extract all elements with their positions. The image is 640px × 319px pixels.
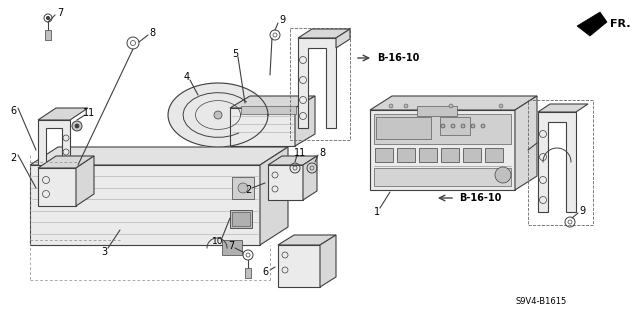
Polygon shape: [30, 147, 288, 165]
Circle shape: [75, 124, 79, 128]
Polygon shape: [538, 112, 576, 212]
Bar: [528, 100, 593, 225]
Text: 7: 7: [57, 8, 63, 18]
Circle shape: [461, 124, 465, 128]
Circle shape: [481, 124, 485, 128]
Bar: [45, 30, 51, 40]
Polygon shape: [230, 108, 295, 146]
Polygon shape: [577, 12, 607, 36]
Bar: [232, 177, 254, 199]
Circle shape: [72, 121, 82, 131]
Polygon shape: [298, 38, 336, 128]
Bar: [463, 148, 481, 162]
Bar: [241, 107, 296, 115]
Bar: [245, 268, 251, 278]
Circle shape: [471, 124, 475, 128]
Polygon shape: [38, 168, 76, 206]
Circle shape: [451, 124, 455, 128]
Bar: [230, 210, 252, 228]
Polygon shape: [222, 240, 242, 255]
Text: 11: 11: [83, 108, 95, 118]
Text: 7: 7: [228, 241, 234, 251]
Text: 5: 5: [232, 49, 238, 59]
Text: B-16-10: B-16-10: [377, 53, 419, 63]
Bar: [441, 148, 459, 162]
Polygon shape: [370, 96, 537, 110]
Circle shape: [404, 104, 408, 108]
Polygon shape: [278, 235, 336, 245]
Polygon shape: [336, 29, 350, 48]
Text: FR.: FR.: [610, 19, 630, 29]
Text: 11: 11: [294, 148, 306, 158]
Polygon shape: [38, 108, 88, 120]
Text: 1: 1: [374, 207, 380, 217]
Bar: [375, 148, 393, 162]
Circle shape: [449, 104, 453, 108]
Text: 10: 10: [212, 236, 224, 246]
Polygon shape: [260, 147, 288, 245]
Text: S9V4-B1615: S9V4-B1615: [515, 298, 566, 307]
Polygon shape: [268, 165, 303, 200]
Text: 3: 3: [101, 247, 107, 257]
Polygon shape: [298, 29, 350, 38]
Bar: [417, 106, 457, 116]
Text: 9: 9: [279, 15, 285, 25]
Bar: [232, 212, 250, 226]
Text: 6: 6: [262, 267, 268, 277]
Bar: [374, 114, 511, 144]
Polygon shape: [268, 156, 317, 165]
Polygon shape: [38, 120, 70, 165]
Bar: [440, 117, 470, 135]
Polygon shape: [30, 165, 260, 245]
Circle shape: [441, 124, 445, 128]
Bar: [376, 117, 431, 139]
Text: 4: 4: [184, 72, 190, 82]
Polygon shape: [168, 83, 268, 147]
Circle shape: [389, 104, 393, 108]
Text: B-16-10: B-16-10: [459, 193, 501, 203]
Bar: [290, 28, 350, 140]
Text: 2: 2: [10, 153, 16, 163]
Text: 8: 8: [149, 28, 155, 38]
Polygon shape: [303, 156, 317, 200]
Text: 2: 2: [245, 185, 251, 195]
Circle shape: [47, 17, 49, 19]
Circle shape: [238, 183, 248, 193]
Polygon shape: [370, 110, 515, 190]
Polygon shape: [515, 96, 537, 190]
Polygon shape: [76, 156, 94, 206]
Bar: [374, 168, 511, 186]
Text: 8: 8: [319, 148, 325, 158]
Text: 9: 9: [579, 206, 585, 216]
Polygon shape: [538, 104, 588, 112]
Bar: [397, 148, 415, 162]
Polygon shape: [295, 96, 315, 146]
Polygon shape: [38, 156, 94, 168]
Circle shape: [495, 167, 511, 183]
Circle shape: [214, 111, 222, 119]
Polygon shape: [278, 245, 320, 287]
Text: 6: 6: [10, 106, 16, 116]
Circle shape: [499, 104, 503, 108]
Bar: [419, 148, 437, 162]
Bar: [485, 148, 503, 162]
Polygon shape: [230, 96, 315, 108]
Polygon shape: [320, 235, 336, 287]
